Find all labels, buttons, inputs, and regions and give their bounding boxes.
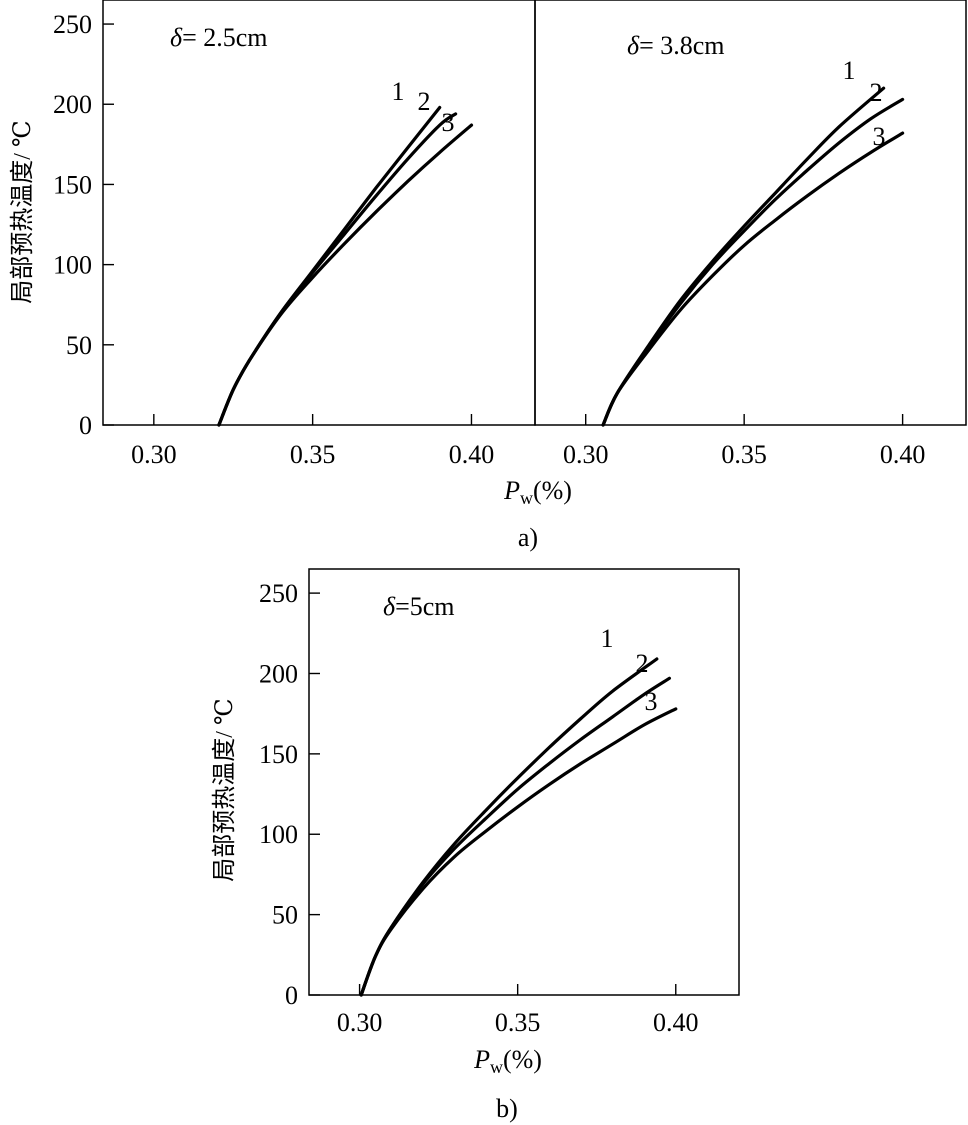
- series-line-3: [359, 707, 678, 997]
- series-label-2: 2: [418, 87, 431, 116]
- y-tick-label: 150: [259, 740, 298, 769]
- y-tick-label: 200: [259, 659, 298, 688]
- series-line-1: [359, 657, 659, 997]
- x-tick-label: 0.35: [495, 1008, 541, 1037]
- x-tick-label: 0.40: [449, 440, 495, 469]
- y-tick-label: 200: [53, 90, 92, 119]
- panel-a-left-annotation: δ= 2.5cm: [170, 23, 268, 52]
- x-tick-label: 0.35: [721, 440, 767, 469]
- series-label-2: 2: [870, 78, 883, 107]
- panel-b-ylabel: 局部预热温度/ ℃: [211, 698, 238, 882]
- x-tick-label: 0.30: [131, 440, 177, 469]
- series-label-3: 3: [442, 108, 455, 137]
- panel-a-xlabel: Pw(%): [503, 476, 572, 508]
- xlabel-subscript: w: [490, 1057, 503, 1077]
- y-tick-label: 0: [285, 981, 298, 1010]
- y-tick-label: 250: [259, 579, 298, 608]
- series-line-3: [601, 131, 905, 427]
- y-tick-label: 250: [53, 10, 92, 39]
- annotation-value: = 2.5cm: [182, 23, 267, 52]
- series-label-3: 3: [645, 687, 658, 716]
- x-tick-label: 0.40: [653, 1008, 699, 1037]
- caption-a: a): [518, 523, 538, 552]
- panel-a-ylabel: 局部预热温度/ ℃: [9, 120, 36, 304]
- series-line-2: [601, 97, 905, 427]
- delta-symbol: δ: [170, 23, 183, 52]
- xlabel-symbol: P: [503, 476, 520, 505]
- annotation-value: = 3.8cm: [639, 31, 724, 60]
- series-label-1: 1: [601, 624, 614, 653]
- series-label-1: 1: [843, 56, 856, 85]
- x-tick-label: 0.40: [880, 440, 926, 469]
- x-tick-label: 0.35: [290, 440, 336, 469]
- panel-a-right-frame: [534, 0, 967, 426]
- xlabel-unit: (%): [503, 1045, 542, 1074]
- caption-b: b): [496, 1094, 518, 1123]
- xlabel-unit: (%): [533, 476, 572, 505]
- series-line-2: [359, 676, 671, 997]
- panel-b-frame: [308, 568, 740, 996]
- panel-a-right-annotation: δ= 3.8cm: [627, 31, 725, 60]
- x-tick-label: 0.30: [337, 1008, 383, 1037]
- series-line-1: [217, 105, 442, 427]
- series-line-2: [217, 112, 458, 427]
- delta-symbol: δ: [627, 31, 640, 60]
- panel-a-left-frame: [102, 0, 536, 426]
- y-tick-label: 0: [79, 411, 92, 440]
- series-label-1: 1: [392, 77, 405, 106]
- y-tick-label: 100: [53, 251, 92, 280]
- x-tick-label: 0.30: [563, 440, 609, 469]
- annotation-value: =5cm: [395, 592, 454, 621]
- y-tick-label: 50: [272, 901, 298, 930]
- series-line-1: [601, 86, 886, 427]
- panel-b-xlabel: Pw(%): [473, 1045, 542, 1077]
- delta-symbol: δ: [383, 592, 396, 621]
- tick-layer: [103, 23, 904, 996]
- xlabel-symbol: P: [473, 1045, 490, 1074]
- curve-layer: [217, 86, 905, 997]
- y-tick-label: 150: [53, 170, 92, 199]
- xlabel-subscript: w: [520, 488, 533, 508]
- series-label-3: 3: [873, 122, 886, 151]
- series-label-2: 2: [636, 649, 649, 678]
- panel-b-annotation: δ=5cm: [383, 592, 455, 621]
- series-line-3: [217, 123, 474, 427]
- y-tick-label: 50: [66, 331, 92, 360]
- y-tick-label: 100: [259, 820, 298, 849]
